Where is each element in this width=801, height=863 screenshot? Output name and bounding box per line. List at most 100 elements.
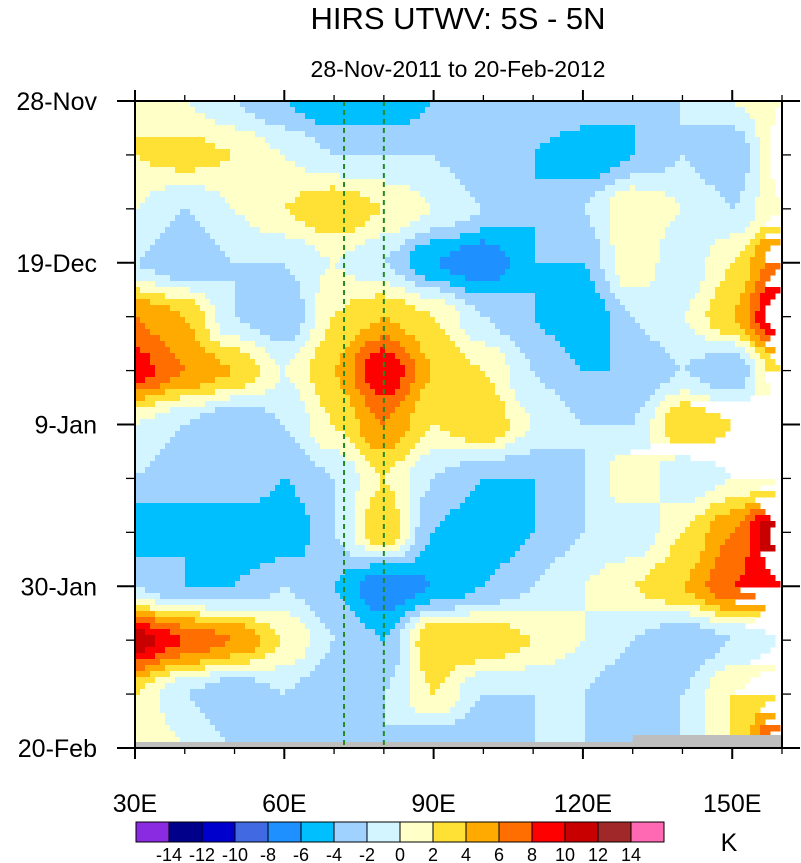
contour-cell: [660, 257, 706, 264]
contour-cell: [410, 389, 421, 396]
contour-cell: [700, 665, 726, 672]
contour-cell: [410, 617, 421, 624]
colorbar-label: -2: [359, 845, 375, 863]
contour-cell: [155, 269, 291, 276]
contour-cell: [135, 635, 156, 642]
contour-cell: [745, 515, 756, 522]
contour-cell: [420, 521, 441, 528]
contour-cell: [615, 263, 656, 270]
contour-cell: [370, 197, 426, 204]
contour-cell: [760, 725, 781, 732]
contour-cell: [535, 719, 586, 726]
contour-cell: [230, 635, 261, 642]
contour-cell: [135, 257, 141, 264]
contour-cell: [710, 569, 746, 576]
contour-cell: [400, 545, 411, 552]
contour-cell: [385, 293, 421, 300]
contour-cell: [505, 653, 566, 660]
contour-cell: [665, 347, 746, 354]
contour-cell: [380, 473, 386, 480]
contour-cell: [585, 725, 681, 732]
contour-cell: [510, 335, 556, 342]
contour-cell: [180, 653, 231, 660]
contour-cell: [415, 605, 456, 612]
contour-cell: [400, 227, 431, 234]
contour-cell: [355, 491, 376, 498]
contour-cell: [505, 353, 526, 360]
contour-cell: [750, 731, 761, 738]
contour-cell: [585, 449, 631, 456]
contour-cell: [440, 161, 536, 168]
contour-cell: [590, 575, 646, 582]
contour-cell: [690, 521, 711, 528]
contour-cell: [745, 359, 756, 366]
contour-cell: [205, 323, 221, 330]
contour-cell: [460, 311, 481, 318]
contour-cell: [135, 641, 156, 648]
contour-cell: [135, 407, 171, 414]
contour-cell: [455, 293, 536, 300]
contour-cell: [135, 251, 146, 258]
contour-cell: [145, 251, 226, 258]
contour-cell: [400, 629, 411, 636]
contour-cell: [135, 413, 156, 420]
contour-cell: [135, 563, 186, 570]
contour-cell: [395, 665, 411, 672]
contour-cell: [400, 323, 441, 330]
contour-cell: [480, 695, 536, 702]
contour-cell: [715, 485, 761, 492]
contour-cell: [395, 671, 411, 678]
contour-cell: [350, 551, 406, 558]
contour-cell: [465, 437, 496, 444]
contour-cell: [725, 275, 751, 282]
contour-cell: [480, 209, 586, 216]
contour-cell: [265, 137, 316, 144]
contour-cell: [135, 395, 146, 402]
contour-cell: [430, 377, 491, 384]
contour-cell: [475, 305, 536, 312]
contour-cell: [355, 353, 371, 360]
contour-cell: [610, 485, 661, 492]
contour-cell: [165, 389, 216, 396]
contour-cell: [405, 599, 431, 606]
contour-cell: [445, 677, 466, 684]
contour-cell: [135, 713, 166, 720]
contour-cell: [435, 689, 461, 696]
contour-cell: [685, 365, 751, 372]
contour-cell: [355, 443, 371, 450]
contour-cell: [380, 317, 391, 324]
contour-cell: [750, 551, 761, 558]
colorbar-label: -8: [260, 845, 276, 863]
contour-cell: [385, 479, 411, 486]
contour-cell: [760, 521, 776, 528]
y-tick-label: 30-Jan: [21, 573, 97, 601]
contour-cell: [385, 689, 411, 696]
contour-cell: [310, 527, 336, 534]
contour-cell: [610, 467, 661, 474]
contour-cell: [180, 371, 231, 378]
contour-cell: [750, 263, 766, 270]
contour-cell: [135, 353, 151, 360]
contour-cell: [755, 719, 766, 726]
contour-cell: [585, 479, 611, 486]
contour-cell: [585, 467, 611, 474]
contour-cell: [415, 407, 506, 414]
contour-cell: [585, 701, 681, 708]
contour-cell: [665, 599, 706, 606]
contour-cell: [575, 539, 656, 546]
contour-cell: [565, 347, 611, 354]
contour-cell: [680, 101, 736, 108]
y-tick-label: 9-Jan: [34, 412, 97, 440]
contour-cell: [360, 449, 411, 456]
contour-cell: [410, 413, 506, 420]
contour-cell: [135, 239, 156, 246]
contour-cell: [755, 131, 771, 138]
contour-cell: [155, 611, 201, 618]
contour-cell: [695, 167, 751, 174]
colorbar-swatch: [234, 821, 269, 843]
contour-cell: [405, 395, 421, 402]
contour-cell: [415, 557, 511, 564]
contour-cell: [165, 443, 301, 450]
contour-cell: [160, 449, 306, 456]
contour-cell: [355, 383, 371, 390]
